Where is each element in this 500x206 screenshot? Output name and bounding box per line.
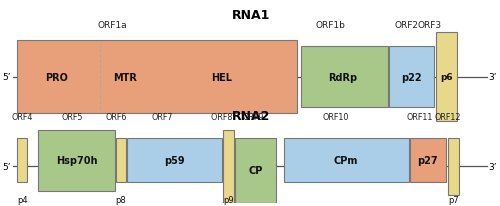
Text: CPm: CPm	[334, 155, 358, 165]
Text: 5’: 5’	[2, 162, 11, 171]
Text: ORF7: ORF7	[152, 113, 173, 122]
FancyBboxPatch shape	[448, 138, 458, 195]
FancyBboxPatch shape	[436, 33, 456, 122]
Text: p7: p7	[448, 195, 458, 204]
Text: CP: CP	[248, 165, 262, 175]
Text: p8: p8	[116, 195, 126, 204]
FancyBboxPatch shape	[301, 47, 388, 108]
FancyBboxPatch shape	[235, 138, 276, 203]
Text: ORF12: ORF12	[435, 113, 462, 122]
FancyBboxPatch shape	[18, 41, 297, 114]
Text: HEL: HEL	[211, 73, 232, 82]
Text: ORF2: ORF2	[394, 20, 418, 29]
Text: ORF11: ORF11	[407, 113, 433, 122]
Text: 3’: 3’	[488, 73, 497, 82]
FancyBboxPatch shape	[284, 138, 408, 183]
Text: 5’: 5’	[2, 73, 11, 82]
Text: RNA2: RNA2	[232, 110, 270, 123]
Text: p59: p59	[164, 155, 185, 165]
FancyBboxPatch shape	[18, 138, 27, 183]
Text: PRO: PRO	[46, 73, 68, 82]
Text: ORF6: ORF6	[106, 113, 127, 122]
Text: ORF10: ORF10	[322, 113, 349, 122]
FancyBboxPatch shape	[116, 138, 126, 183]
Text: ORF4: ORF4	[12, 113, 33, 122]
Text: ORF5: ORF5	[61, 113, 82, 122]
Text: p6: p6	[440, 73, 452, 82]
Text: ORF1b: ORF1b	[316, 20, 346, 29]
Text: RNA1: RNA1	[232, 9, 270, 22]
Text: 3’: 3’	[488, 162, 497, 171]
FancyBboxPatch shape	[127, 138, 222, 183]
Text: ORF3: ORF3	[418, 20, 442, 29]
Text: ORF9: ORF9	[242, 113, 264, 122]
FancyBboxPatch shape	[389, 47, 434, 108]
FancyBboxPatch shape	[223, 130, 234, 203]
Text: p9: p9	[223, 195, 234, 204]
Text: p22: p22	[401, 73, 422, 82]
Text: p27: p27	[418, 155, 438, 165]
FancyBboxPatch shape	[38, 130, 115, 191]
Text: MTR: MTR	[113, 73, 137, 82]
Text: Hsp70h: Hsp70h	[56, 155, 98, 165]
Text: RdRp: RdRp	[328, 73, 358, 82]
Text: p4: p4	[17, 195, 28, 204]
FancyBboxPatch shape	[410, 138, 446, 183]
Text: ORF1a: ORF1a	[98, 20, 128, 29]
Text: ORF8: ORF8	[211, 113, 235, 122]
